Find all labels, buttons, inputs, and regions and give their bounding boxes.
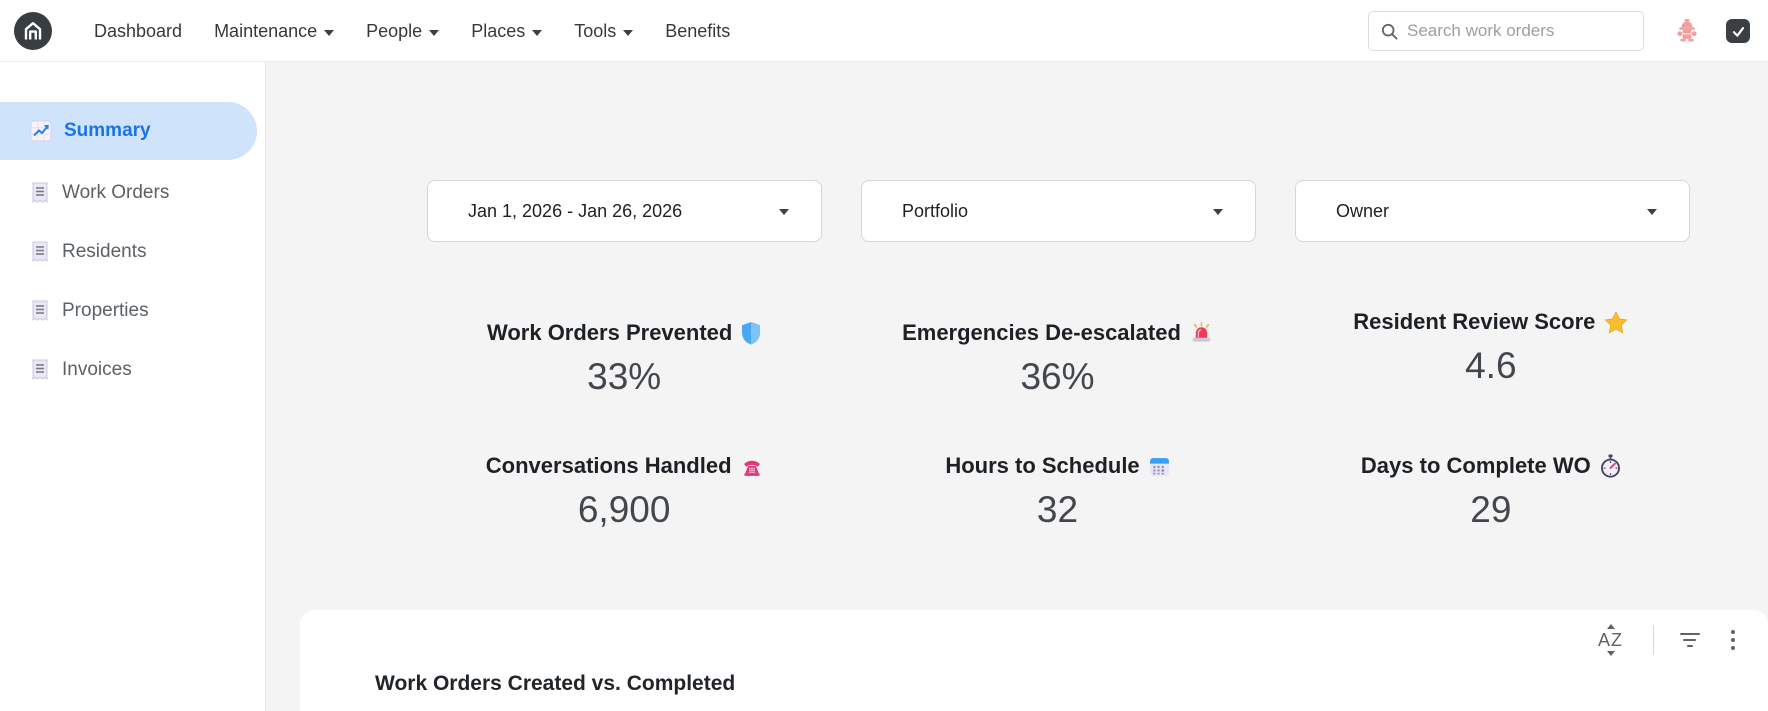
chevron-down-icon <box>779 209 789 215</box>
stat-value: 33% <box>587 356 662 397</box>
nav-label: Dashboard <box>94 20 183 41</box>
stat-label: Resident Review Score <box>1353 309 1596 334</box>
stat-label: Conversations Handled <box>485 453 732 478</box>
filter-portfolio[interactable]: Portfolio <box>861 180 1256 242</box>
sidebar-item-work-orders[interactable]: Work Orders <box>0 173 265 213</box>
chevron-down-icon <box>532 29 543 36</box>
nav-label: People <box>366 20 423 41</box>
sidebar: Summary Work Orders Residents Properties… <box>0 62 266 711</box>
fire-hydrant-icon[interactable] <box>1675 17 1699 44</box>
filter-owner[interactable]: Owner <box>1295 180 1690 242</box>
sidebar-item-label: Work Orders <box>62 182 170 203</box>
telephone-icon <box>743 460 760 476</box>
nav-item-dashboard[interactable]: Dashboard <box>94 21 182 42</box>
receipt-icon <box>32 241 48 262</box>
nav-item-tools[interactable]: Tools <box>574 20 634 42</box>
check-square-icon[interactable] <box>1726 19 1750 43</box>
sort-alphabetical-icon[interactable]: AZ <box>1593 624 1629 656</box>
chevron-down-icon <box>429 29 440 36</box>
sidebar-item-label: Summary <box>64 120 151 141</box>
top-bar: Dashboard Maintenance People Places Tool… <box>0 0 1768 62</box>
sidebar-item-properties[interactable]: Properties <box>0 291 265 331</box>
shield-icon <box>742 322 761 345</box>
nav-item-places[interactable]: Places <box>471 20 543 42</box>
stat-value: 32 <box>1036 489 1079 530</box>
house-logo-icon[interactable] <box>14 12 52 50</box>
nav-label: Benefits <box>665 20 731 41</box>
stat-conversations-handled: Conversations Handled 6,900 <box>427 453 821 530</box>
siren-icon <box>1192 322 1211 342</box>
star-icon <box>1604 310 1629 333</box>
filter-value: Portfolio <box>902 200 969 221</box>
stat-value: 4.6 <box>1465 345 1517 386</box>
stat-label: Work Orders Prevented <box>486 320 733 345</box>
nav-label: Tools <box>574 20 617 41</box>
sidebar-item-summary[interactable]: Summary <box>0 102 257 160</box>
stopwatch-icon <box>1600 454 1620 478</box>
search-input[interactable] <box>1407 21 1631 41</box>
stat-value: 36% <box>1020 356 1095 397</box>
chart-title: Work Orders Created vs. Completed <box>375 672 736 695</box>
toolbar-divider <box>1652 625 1654 655</box>
chevron-down-icon <box>623 29 634 36</box>
sort-glyph: AZ <box>1597 629 1623 650</box>
chevron-down-icon <box>1647 209 1657 215</box>
primary-nav: Dashboard Maintenance People Places Tool… <box>94 0 730 62</box>
nav-label: Maintenance <box>214 20 318 41</box>
stats-grid: Work Orders Prevented 33% Emergencies De… <box>427 309 1688 530</box>
filter-row: Jan 1, 2026 - Jan 26, 2026 Portfolio Own… <box>427 180 1690 242</box>
filter-value: Owner <box>1336 200 1390 221</box>
nav-item-maintenance[interactable]: Maintenance <box>214 20 335 42</box>
chart-card: AZ Work Orders Created vs. Completed <box>300 610 1768 711</box>
filter-date-range[interactable]: Jan 1, 2026 - Jan 26, 2026 <box>427 180 822 242</box>
chart-toolbar: AZ <box>1593 624 1741 656</box>
sidebar-item-invoices[interactable]: Invoices <box>0 350 265 390</box>
stat-label: Hours to Schedule <box>945 453 1140 478</box>
chevron-down-icon <box>324 29 335 36</box>
chart-increasing-icon <box>30 120 52 142</box>
stat-label: Emergencies De-escalated <box>902 320 1181 345</box>
kebab-menu-icon[interactable] <box>1726 627 1741 654</box>
filter-value: Jan 1, 2026 - Jan 26, 2026 <box>468 200 683 221</box>
nav-label: Places <box>471 20 526 41</box>
main-content: Jan 1, 2026 - Jan 26, 2026 Portfolio Own… <box>266 62 1768 711</box>
sidebar-item-label: Residents <box>62 241 147 262</box>
filter-icon[interactable] <box>1678 628 1702 653</box>
search-icon <box>1381 23 1398 40</box>
stat-label: Days to Complete WO <box>1360 453 1591 478</box>
search-box <box>1368 11 1644 51</box>
nav-item-benefits[interactable]: Benefits <box>665 21 730 42</box>
stat-resident-review-score: Resident Review Score 4.6 <box>1294 309 1688 386</box>
stat-emergencies-deescalated: Emergencies De-escalated 36% <box>860 320 1254 397</box>
sidebar-item-label: Properties <box>62 300 149 321</box>
sidebar-item-residents[interactable]: Residents <box>0 232 265 272</box>
nav-item-people[interactable]: People <box>366 20 440 42</box>
stat-value: 6,900 <box>577 489 671 530</box>
stat-work-orders-prevented: Work Orders Prevented 33% <box>427 320 821 397</box>
chevron-down-icon <box>1213 209 1223 215</box>
stat-hours-to-schedule: Hours to Schedule 32 <box>860 453 1254 530</box>
receipt-icon <box>32 359 48 380</box>
stat-value: 29 <box>1470 489 1512 530</box>
sidebar-item-label: Invoices <box>62 359 132 380</box>
calendar-icon <box>1149 457 1169 476</box>
receipt-icon <box>32 300 48 321</box>
receipt-icon <box>32 182 48 203</box>
stat-days-to-complete-wo: Days to Complete WO 29 <box>1294 453 1688 530</box>
